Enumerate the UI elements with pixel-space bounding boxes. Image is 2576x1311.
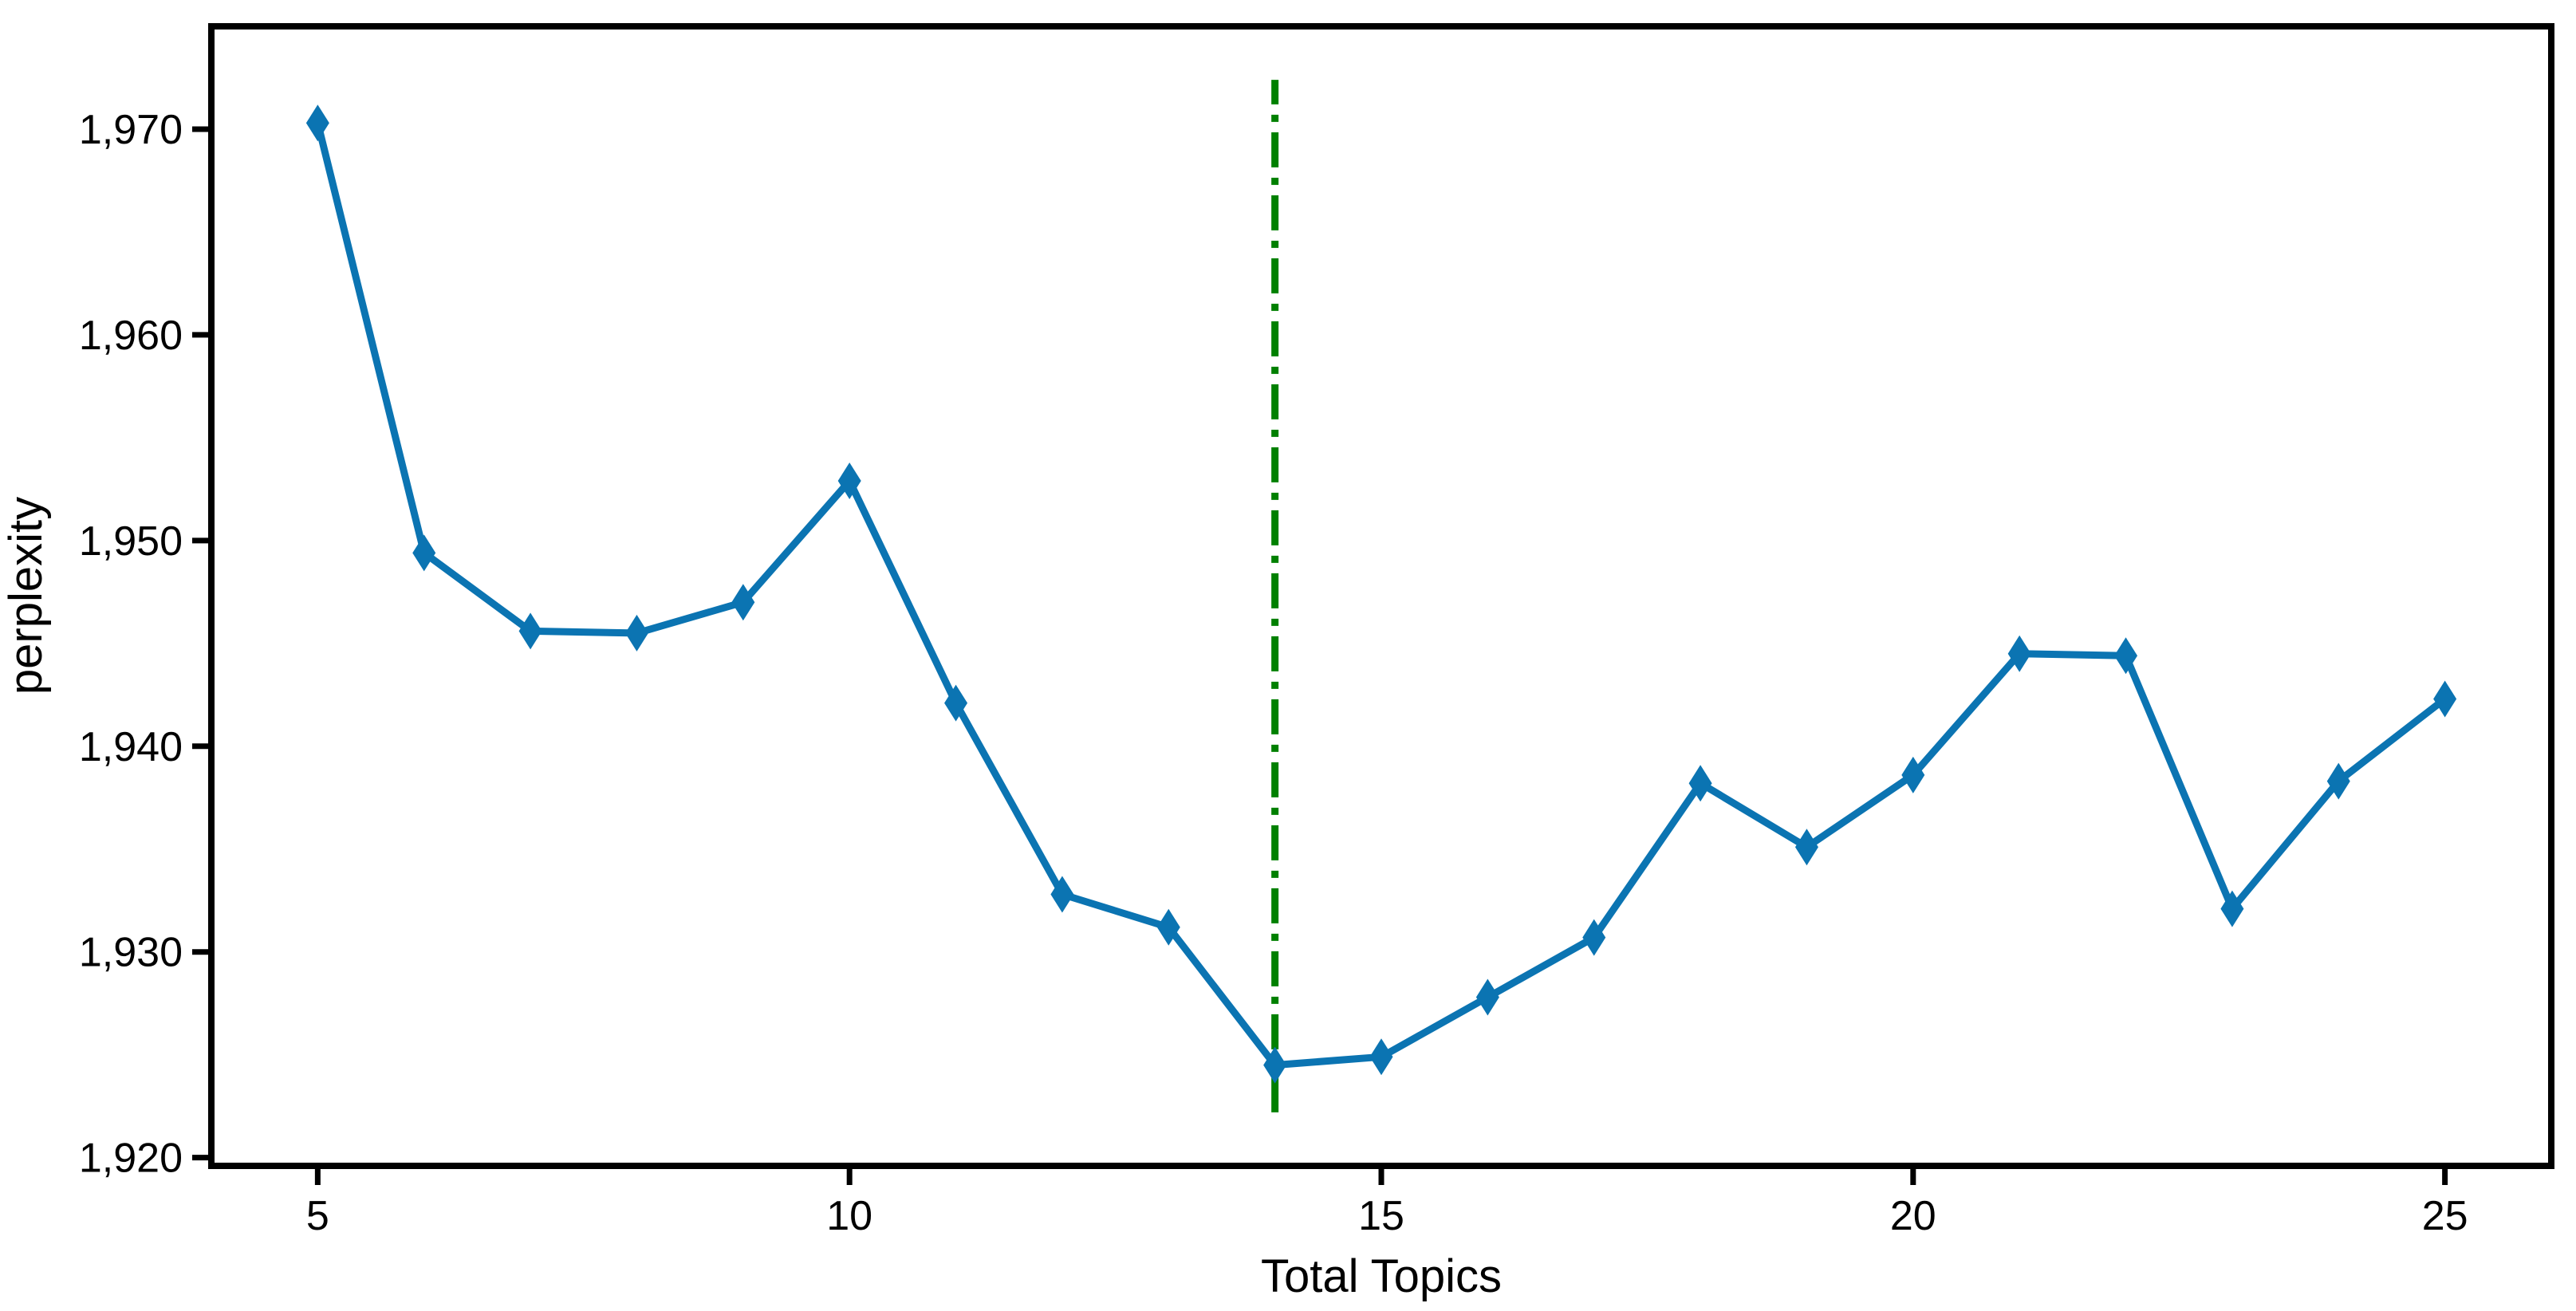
data-point-marker bbox=[837, 463, 861, 500]
y-tick-label: 1,970 bbox=[79, 107, 183, 153]
data-point-marker bbox=[624, 614, 648, 652]
y-tick-label: 1,920 bbox=[79, 1136, 183, 1182]
data-point-marker bbox=[1369, 1038, 1393, 1076]
x-tick-label: 15 bbox=[1358, 1193, 1404, 1239]
data-point-marker bbox=[2326, 762, 2350, 800]
data-point-marker bbox=[1794, 829, 1818, 866]
data-line bbox=[313, 119, 2449, 1069]
data-point-marker bbox=[2114, 637, 2138, 675]
plot-border bbox=[208, 23, 2554, 1169]
data-point-marker bbox=[944, 684, 968, 722]
x-axis-ticks bbox=[314, 1166, 2448, 1185]
data-point-marker bbox=[1156, 908, 1180, 946]
y-axis-tick-labels: 1,920 1,930 1,940 1,950 1,960 1,970 bbox=[79, 107, 183, 1182]
data-point-marker bbox=[1263, 1046, 1287, 1084]
data-point-marker bbox=[2220, 890, 2244, 927]
x-tick-label: 10 bbox=[826, 1193, 872, 1239]
y-tick-label: 1,950 bbox=[79, 518, 183, 565]
data-point-marker bbox=[2007, 635, 2031, 672]
x-tick-label: 20 bbox=[1890, 1193, 1936, 1239]
data-point-marker bbox=[1050, 876, 1074, 913]
y-axis-ticks bbox=[192, 126, 211, 1161]
data-markers bbox=[305, 104, 2457, 1084]
data-point-marker bbox=[2433, 680, 2457, 718]
x-tick-label: 5 bbox=[306, 1193, 329, 1239]
data-point-marker bbox=[1901, 756, 1925, 793]
x-axis-label: Total Topics bbox=[1261, 1250, 1502, 1302]
y-axis-label: perplexity bbox=[0, 497, 52, 695]
y-tick-label: 1,930 bbox=[79, 930, 183, 976]
data-point-marker bbox=[1582, 919, 1606, 956]
y-tick-label: 1,960 bbox=[79, 313, 183, 359]
y-tick-label: 1,940 bbox=[79, 724, 183, 770]
axes-spines bbox=[208, 23, 2554, 1169]
data-point-marker bbox=[518, 612, 542, 650]
x-axis-tick-labels: 5 10 15 20 25 bbox=[306, 1193, 2468, 1239]
data-point-marker bbox=[412, 534, 436, 572]
data-point-marker bbox=[1475, 978, 1499, 1016]
data-point-marker bbox=[305, 104, 329, 142]
x-tick-label: 25 bbox=[2422, 1193, 2468, 1239]
data-point-marker bbox=[1688, 765, 1712, 802]
data-point-marker bbox=[731, 584, 755, 621]
perplexity-series-line bbox=[313, 119, 2449, 1069]
